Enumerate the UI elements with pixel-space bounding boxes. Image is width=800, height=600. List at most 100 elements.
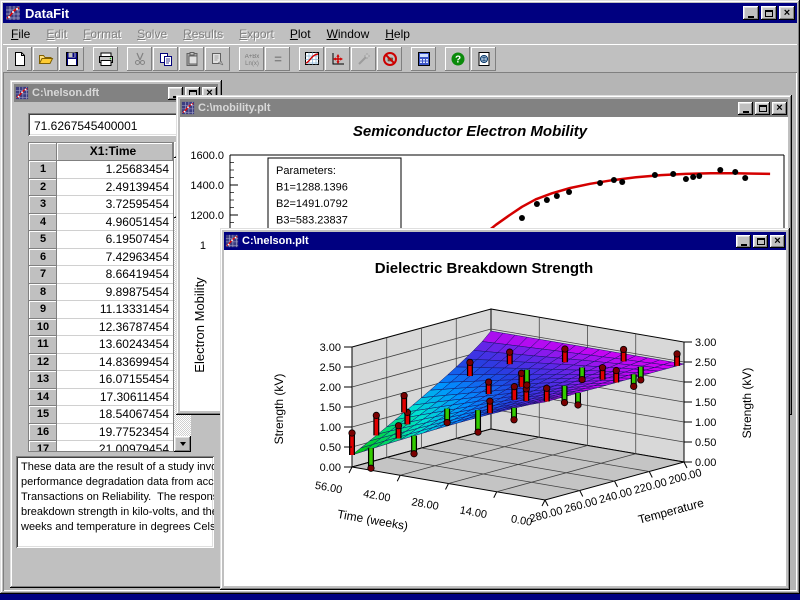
web-icon xyxy=(478,52,489,66)
value-cell[interactable]: 21.00979454 xyxy=(57,441,173,451)
close-button[interactable]: × xyxy=(779,6,795,20)
row-number-cell[interactable]: 10 xyxy=(29,318,57,336)
svg-text:B2=1491.0792: B2=1491.0792 xyxy=(276,198,348,210)
svg-text:1600.0: 1600.0 xyxy=(190,150,224,162)
minimize-button[interactable] xyxy=(736,234,751,248)
copy-button[interactable] xyxy=(153,47,178,71)
close-icon: × xyxy=(776,101,783,114)
maximize-icon xyxy=(765,9,773,17)
svg-text:240.00: 240.00 xyxy=(598,486,634,506)
value-cell[interactable]: 1.25683454 xyxy=(57,161,173,179)
maximize-button[interactable] xyxy=(753,234,768,248)
menu-file[interactable]: File xyxy=(11,26,31,41)
svg-text:1200.0: 1200.0 xyxy=(190,210,224,222)
value-cell[interactable]: 9.89875454 xyxy=(57,284,173,301)
svg-text:Strength (kV): Strength (kV) xyxy=(740,368,754,439)
scroll-down-button[interactable] xyxy=(174,436,191,452)
nelson-plt-title: C:\nelson.plt xyxy=(242,235,309,247)
toolbar-separator xyxy=(231,47,239,71)
pick-icon xyxy=(357,52,371,65)
close-button[interactable]: × xyxy=(770,234,785,248)
window-controls: × xyxy=(741,6,795,20)
value-cell[interactable]: 8.66419454 xyxy=(57,266,173,284)
main-title-bar[interactable]: DataFit × xyxy=(3,3,797,23)
help-button[interactable]: ? xyxy=(445,47,470,71)
plot-grid-button[interactable] xyxy=(299,47,324,71)
minimize-button[interactable] xyxy=(743,6,759,20)
open-button[interactable] xyxy=(33,47,58,71)
transfer-icon xyxy=(211,53,224,66)
row-number-cell[interactable]: 15 xyxy=(29,406,57,424)
no-plot-button[interactable] xyxy=(377,47,402,71)
menu-plot[interactable]: Plot xyxy=(289,26,311,41)
row-number-cell[interactable]: 11 xyxy=(29,336,57,354)
menu-solve: Solve xyxy=(137,26,168,41)
row-number-cell[interactable]: 3 xyxy=(29,196,57,214)
data-table[interactable]: X1:Time 1 1.25683454 2 2.49139454 3 3.7259545… xyxy=(28,142,174,452)
maximize-button[interactable] xyxy=(755,101,770,115)
save-button[interactable] xyxy=(59,47,84,71)
row-number-cell[interactable]: 8 xyxy=(29,283,57,301)
table-row: 5 6.19507454 xyxy=(29,231,173,249)
calculator-button[interactable] xyxy=(411,47,436,71)
open-icon xyxy=(38,55,53,64)
svg-text:0.50: 0.50 xyxy=(320,442,341,454)
svg-text:3.00: 3.00 xyxy=(320,342,341,354)
value-cell[interactable]: 18.54067454 xyxy=(57,406,173,424)
minimize-button[interactable] xyxy=(738,101,753,115)
value-cell[interactable]: 12.36787454 xyxy=(57,319,173,336)
new-icon xyxy=(14,52,25,66)
svg-text:2.50: 2.50 xyxy=(695,357,716,369)
mobility-title-bar[interactable]: C:\mobility.plt × xyxy=(180,99,788,117)
nelson-plt-title-bar[interactable]: C:\nelson.plt × xyxy=(224,232,786,250)
table-row: 10 12.36787454 xyxy=(29,318,173,336)
value-cell[interactable]: 3.72595454 xyxy=(57,196,173,214)
row-number-cell[interactable]: 1 xyxy=(29,161,57,179)
new-button[interactable] xyxy=(7,47,32,71)
value-cell[interactable]: 6.19507454 xyxy=(57,231,173,249)
menu-window[interactable]: Window xyxy=(326,26,370,41)
row-number-cell[interactable]: 16 xyxy=(29,423,57,441)
mobility-chart: 1600.0 1400.0 1200.0 1 Electron Mobility Para… xyxy=(190,150,785,411)
row-number-cell[interactable]: 4 xyxy=(29,213,57,231)
row-number-cell[interactable]: 12 xyxy=(29,353,57,371)
value-cell[interactable]: 14.83699454 xyxy=(57,354,173,371)
column-header[interactable]: X1:Time xyxy=(57,143,173,161)
plot-axes-button[interactable] xyxy=(325,47,350,71)
description-box[interactable]: These data are the result of a study inv… xyxy=(16,456,214,548)
svg-text:220.00: 220.00 xyxy=(633,476,669,496)
row-number-cell[interactable]: 7 xyxy=(29,266,57,284)
row-number-cell[interactable]: 14 xyxy=(29,388,57,406)
row-number-cell[interactable]: 9 xyxy=(29,301,57,319)
svg-text:28.00: 28.00 xyxy=(410,496,439,513)
svg-text:1.00: 1.00 xyxy=(320,422,341,434)
datafit-logo-icon xyxy=(5,5,21,21)
value-cell[interactable]: 16.07155454 xyxy=(57,371,173,389)
maximize-icon xyxy=(756,237,765,245)
svg-text:42.00: 42.00 xyxy=(362,488,391,505)
row-number-cell[interactable]: 2 xyxy=(29,178,57,196)
row-number-cell[interactable]: 17 xyxy=(29,441,57,451)
web-button[interactable] xyxy=(471,47,496,71)
cell-value-input[interactable] xyxy=(28,113,192,136)
value-cell[interactable]: 19.77523454 xyxy=(57,424,173,441)
no-plot-icon xyxy=(382,52,397,66)
value-cell[interactable]: 7.42963454 xyxy=(57,249,173,266)
table-row: 17 21.00979454 xyxy=(29,441,173,451)
row-number-cell[interactable]: 13 xyxy=(29,371,57,389)
close-button[interactable]: × xyxy=(772,101,787,115)
maximize-button[interactable] xyxy=(761,6,777,20)
menu-help[interactable]: Help xyxy=(385,26,410,41)
print-button[interactable] xyxy=(93,47,118,71)
value-cell[interactable]: 2.49139454 xyxy=(57,179,173,196)
row-number-cell[interactable]: 6 xyxy=(29,248,57,266)
transfer-button xyxy=(205,47,230,71)
value-cell[interactable]: 11.13331454 xyxy=(57,301,173,319)
value-cell[interactable]: 13.60243454 xyxy=(57,336,173,354)
value-cell[interactable]: 4.96051454 xyxy=(57,214,173,231)
value-cell[interactable]: 17.30611454 xyxy=(57,389,173,406)
cut-button xyxy=(127,47,152,71)
row-number-cell[interactable]: 5 xyxy=(29,231,57,249)
table-corner-cell[interactable] xyxy=(29,143,57,161)
toolbar-separator xyxy=(85,47,93,71)
